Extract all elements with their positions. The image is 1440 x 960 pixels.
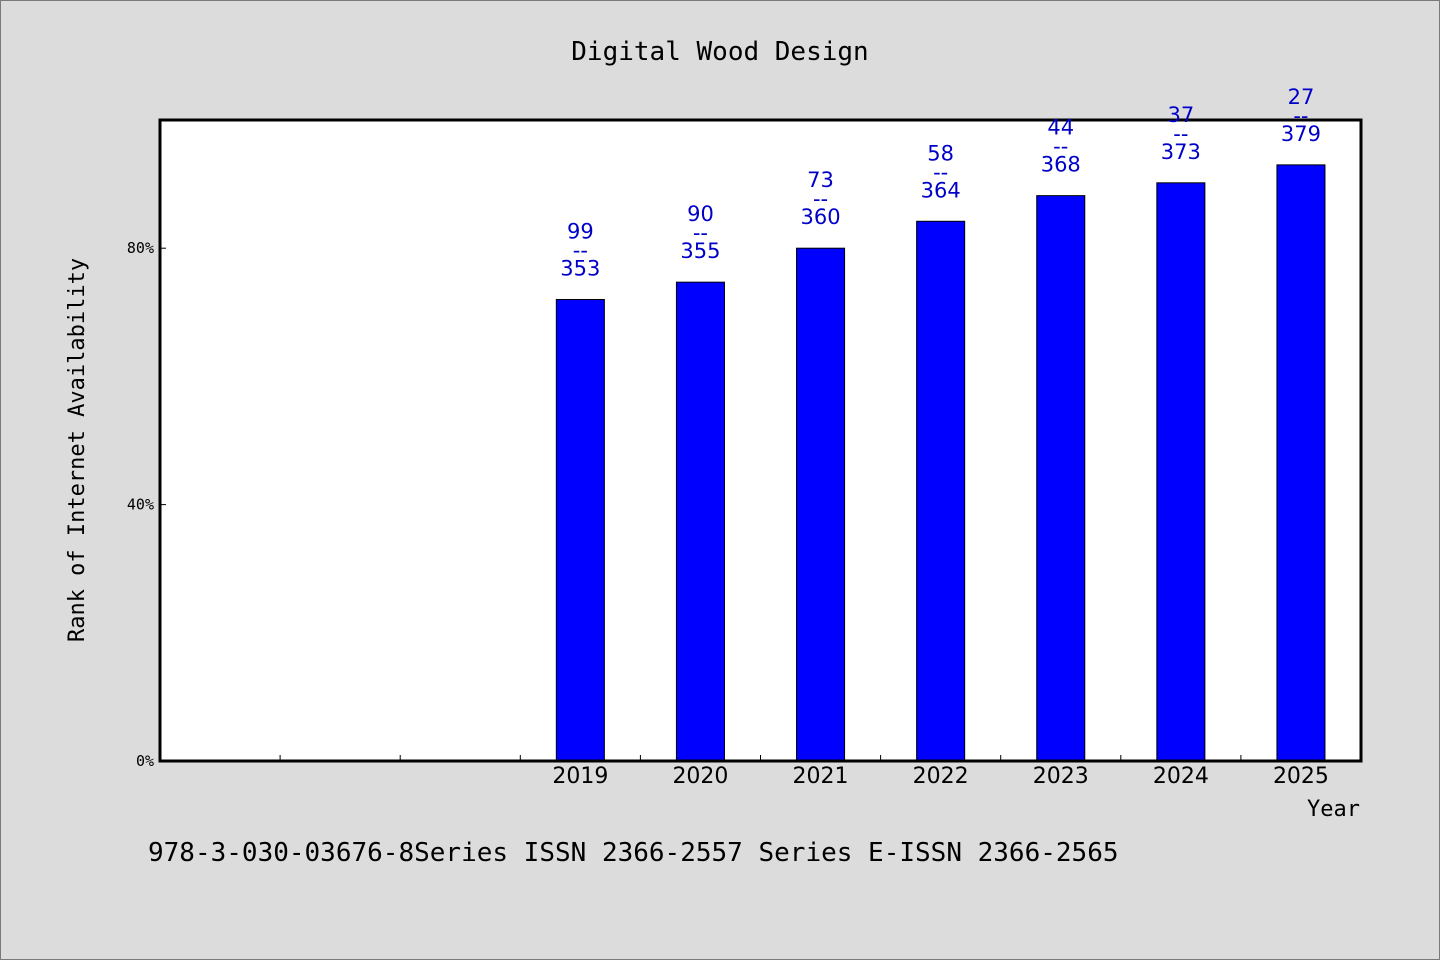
y-tick-label: 0% bbox=[136, 752, 154, 770]
data-label-bottom: 353 bbox=[560, 256, 600, 280]
data-label-bottom: 368 bbox=[1041, 153, 1081, 177]
y-tick-label: 80% bbox=[127, 239, 154, 257]
data-label-top: 27 bbox=[1288, 85, 1315, 109]
data-labels: 2019353--992020355--902021360--732022364… bbox=[552, 85, 1329, 789]
data-label-bottom: 373 bbox=[1161, 140, 1201, 164]
data-label-separator: -- bbox=[693, 221, 708, 245]
data-label-bottom: 379 bbox=[1281, 122, 1321, 146]
data-label-top: 73 bbox=[807, 168, 834, 192]
data-label-separator: -- bbox=[573, 238, 588, 262]
data-label-separator: -- bbox=[1053, 135, 1068, 159]
data-label-separator: -- bbox=[933, 160, 948, 184]
x-tick-label: 2020 bbox=[672, 764, 728, 789]
bar bbox=[1036, 195, 1086, 762]
data-label-top: 58 bbox=[927, 141, 954, 165]
bar bbox=[675, 281, 725, 762]
data-label-separator: -- bbox=[813, 187, 828, 211]
bar bbox=[796, 247, 846, 762]
axis-ticks: 0% 40% 80% bbox=[127, 239, 1242, 770]
bar bbox=[1156, 182, 1206, 762]
y-axis-label: Rank of Internet Availability bbox=[65, 258, 90, 642]
bar bbox=[555, 298, 605, 762]
chart-title: Digital Wood Design bbox=[571, 37, 868, 67]
x-tick-label: 2021 bbox=[793, 764, 849, 789]
bars-group bbox=[555, 164, 1326, 762]
y-tick-label: 40% bbox=[127, 496, 154, 514]
x-tick-label: 2023 bbox=[1033, 764, 1089, 789]
data-label-top: 37 bbox=[1167, 103, 1194, 127]
x-tick-label: 2025 bbox=[1273, 764, 1329, 789]
isbn-issn-footer: 978-3-030-03676-8Series ISSN 2366-2557 S… bbox=[148, 838, 1119, 868]
data-label-bottom: 360 bbox=[801, 205, 841, 229]
x-tick-label: 2022 bbox=[913, 764, 969, 789]
data-label-top: 44 bbox=[1047, 116, 1074, 140]
data-label-separator: -- bbox=[1173, 122, 1188, 146]
data-label-separator: -- bbox=[1293, 104, 1308, 128]
bar bbox=[916, 220, 966, 762]
data-label-top: 99 bbox=[567, 219, 594, 243]
x-tick-label: 2019 bbox=[552, 764, 608, 789]
data-label-bottom: 355 bbox=[680, 239, 720, 263]
data-label-bottom: 364 bbox=[921, 178, 961, 202]
x-axis-label: Year bbox=[1307, 797, 1360, 822]
x-tick-label: 2024 bbox=[1153, 764, 1209, 789]
bar bbox=[1276, 164, 1326, 762]
data-label-top: 90 bbox=[687, 202, 714, 226]
